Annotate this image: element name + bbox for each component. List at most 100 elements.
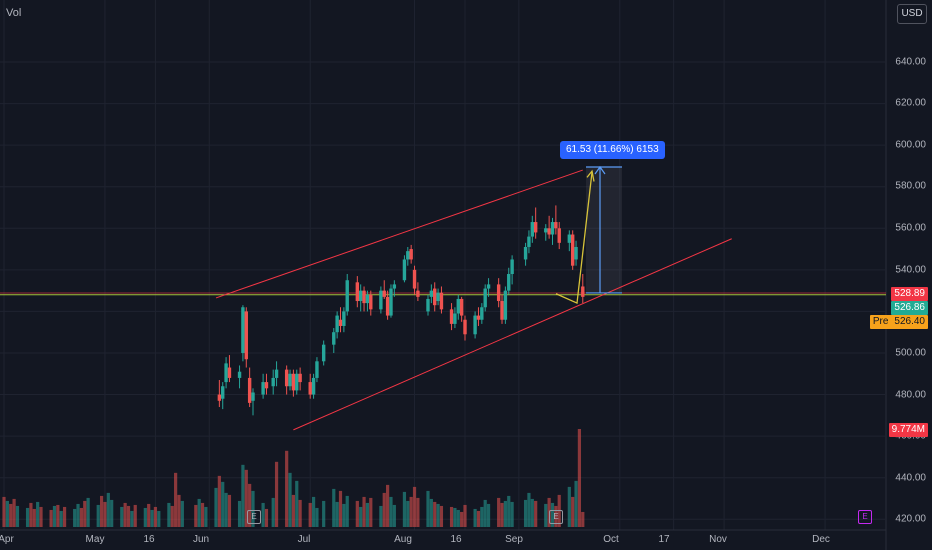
volume-bar bbox=[426, 490, 430, 527]
candle-body bbox=[298, 373, 302, 383]
volume-bar bbox=[86, 497, 90, 527]
volume-bar bbox=[338, 490, 343, 527]
measure-arrowhead bbox=[594, 165, 606, 175]
candle-body bbox=[416, 290, 420, 297]
volume-bar bbox=[416, 497, 420, 527]
volume-bar bbox=[500, 502, 504, 527]
candle-body bbox=[244, 311, 248, 360]
volume-bar bbox=[170, 505, 174, 527]
volume-bar bbox=[291, 494, 295, 527]
volume-bar bbox=[483, 499, 487, 527]
volume-bar bbox=[574, 480, 578, 527]
candle-body bbox=[362, 290, 366, 304]
volume-bar bbox=[571, 496, 575, 527]
volume-bar bbox=[174, 472, 178, 527]
volume-bar bbox=[62, 506, 67, 527]
candle-body bbox=[288, 373, 292, 387]
x-tick-label: May bbox=[85, 534, 105, 545]
candle-body bbox=[449, 309, 454, 324]
y-tick-label: 540.00 bbox=[895, 264, 926, 276]
x-tick-label: Nov bbox=[709, 534, 727, 545]
measure-area bbox=[586, 166, 622, 293]
volume-indicator-label[interactable]: Vol bbox=[6, 7, 22, 19]
volume-bar bbox=[369, 497, 373, 527]
candle-body bbox=[308, 382, 312, 395]
volume-bar bbox=[15, 505, 20, 527]
candle-body bbox=[581, 286, 585, 297]
volume-bar bbox=[106, 492, 110, 527]
volume-bar bbox=[271, 497, 275, 527]
candle-body bbox=[530, 222, 535, 237]
candle-body bbox=[412, 269, 417, 289]
volume-bar bbox=[453, 507, 457, 527]
candle-body bbox=[439, 292, 444, 310]
volume-bar bbox=[12, 498, 16, 527]
volume-bar bbox=[5, 500, 9, 527]
volume-bar bbox=[439, 505, 444, 527]
volume-bar bbox=[217, 475, 221, 527]
volume-bar bbox=[143, 507, 147, 527]
currency-button[interactable]: USD bbox=[897, 4, 927, 24]
volume-bar bbox=[204, 506, 208, 527]
volume-value-tag: 9.774M bbox=[888, 423, 928, 437]
candle-body bbox=[338, 319, 343, 326]
x-tick-label: Jun bbox=[192, 534, 210, 545]
volume-bar bbox=[25, 507, 30, 527]
candle-body bbox=[382, 290, 386, 297]
candle-body bbox=[402, 259, 407, 281]
volume-bar bbox=[463, 504, 467, 527]
candle-body bbox=[510, 259, 514, 275]
volume-bar bbox=[406, 500, 410, 527]
candle-body bbox=[295, 373, 299, 391]
volume-bar bbox=[433, 501, 437, 527]
volume-bar bbox=[298, 499, 302, 527]
x-tick-label: Dec bbox=[812, 534, 830, 545]
volume-bar bbox=[577, 429, 582, 527]
candle-body bbox=[527, 236, 531, 247]
candle-body bbox=[480, 307, 484, 320]
volume-bar bbox=[76, 503, 80, 527]
volume-bar bbox=[59, 510, 63, 527]
close-price-tag: 526.86 bbox=[891, 301, 928, 315]
candle-body bbox=[365, 294, 370, 304]
earnings-marker[interactable]: E bbox=[549, 510, 563, 524]
y-tick-label: 560.00 bbox=[895, 222, 926, 234]
y-tick-label: 580.00 bbox=[895, 180, 926, 192]
volume-bar bbox=[83, 500, 87, 527]
volume-bar bbox=[530, 498, 534, 527]
volume-bar bbox=[379, 505, 383, 527]
volume-bar bbox=[103, 501, 107, 527]
earnings-marker[interactable]: E bbox=[247, 510, 261, 524]
volume-bar bbox=[581, 511, 585, 527]
volume-bar bbox=[49, 509, 53, 527]
candle-body bbox=[567, 234, 572, 243]
candle-body bbox=[483, 288, 487, 308]
candle-body bbox=[409, 249, 413, 260]
volume-bar bbox=[200, 502, 205, 527]
y-tick-label: 500.00 bbox=[895, 347, 926, 359]
channel-upper-line bbox=[215, 169, 583, 299]
x-tick-label: 16 bbox=[450, 534, 462, 545]
candle-body bbox=[459, 298, 464, 316]
volume-bar bbox=[221, 481, 225, 527]
candle-body bbox=[332, 332, 336, 345]
volume-bar bbox=[126, 505, 131, 527]
projection-arrowhead bbox=[586, 169, 595, 182]
candle-body bbox=[379, 290, 383, 310]
measure-tool-label[interactable]: 61.53 (11.66%) 6153 bbox=[560, 141, 665, 159]
volume-bar bbox=[460, 511, 464, 527]
candle-body bbox=[221, 386, 225, 399]
candle-body bbox=[321, 344, 326, 362]
candle-body bbox=[227, 367, 232, 378]
candle-body bbox=[237, 371, 242, 378]
upcoming-earnings-marker[interactable]: E bbox=[858, 510, 872, 524]
volume-bar bbox=[99, 495, 104, 527]
volume-bar bbox=[261, 502, 265, 527]
x-tick-label: Aug bbox=[394, 534, 412, 545]
channel-lower-line bbox=[293, 238, 732, 431]
volume-bar bbox=[295, 480, 299, 527]
candle-body bbox=[369, 294, 373, 310]
candle-body bbox=[426, 298, 430, 312]
volume-bar bbox=[133, 504, 137, 527]
